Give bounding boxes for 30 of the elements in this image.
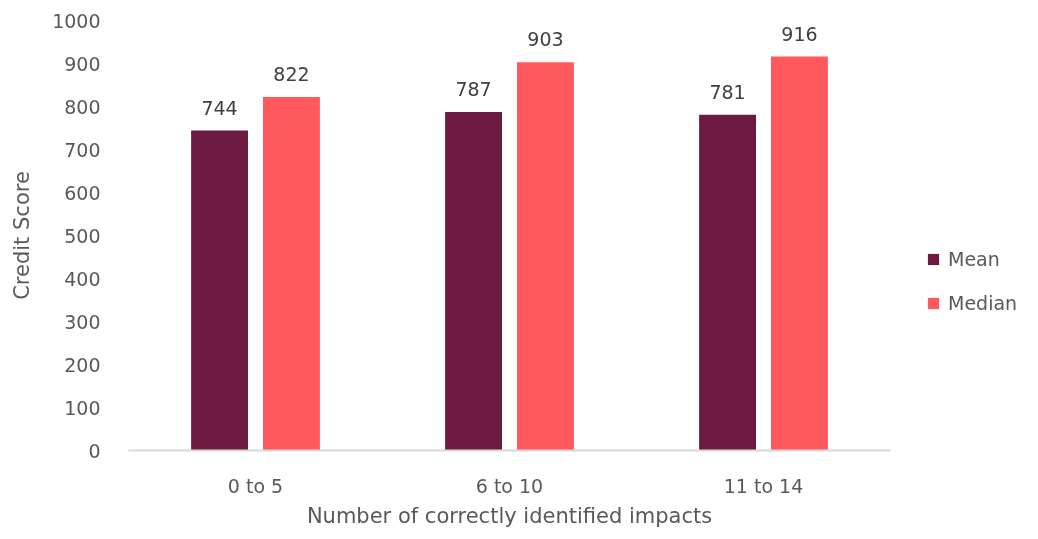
bar bbox=[699, 114, 757, 451]
y-tick-label: 900 bbox=[64, 52, 101, 75]
bar bbox=[191, 130, 249, 451]
legend-label: Mean bbox=[948, 248, 1000, 270]
bar bbox=[516, 62, 574, 451]
y-tick-label: 1000 bbox=[52, 9, 101, 32]
y-tick-label: 800 bbox=[64, 95, 101, 118]
bar bbox=[262, 97, 320, 451]
x-tick-label: 6 to 10 bbox=[475, 474, 544, 497]
data-label: 787 bbox=[455, 78, 492, 101]
data-label: 744 bbox=[201, 96, 238, 119]
data-label: 822 bbox=[273, 63, 310, 86]
y-tick-label: 500 bbox=[64, 224, 101, 247]
legend-label: Median bbox=[948, 292, 1018, 314]
data-label: 916 bbox=[781, 22, 818, 45]
x-tick-label: 11 to 14 bbox=[723, 474, 804, 497]
x-axis-title: Number of correctly identified impacts bbox=[306, 503, 713, 528]
y-tick-label: 600 bbox=[64, 181, 101, 204]
y-tick-label: 200 bbox=[64, 353, 101, 376]
x-tick-label: 0 to 5 bbox=[227, 474, 284, 497]
bar bbox=[770, 56, 828, 451]
y-tick-label: 100 bbox=[64, 396, 101, 419]
y-tick-label: 0 bbox=[88, 439, 101, 462]
bar bbox=[445, 112, 503, 451]
data-label: 781 bbox=[709, 80, 746, 103]
y-axis-title: Credit Score bbox=[10, 171, 35, 300]
y-tick-label: 400 bbox=[64, 267, 101, 290]
data-label: 903 bbox=[527, 28, 564, 51]
y-tick-label: 700 bbox=[64, 138, 101, 161]
y-tick-label: 300 bbox=[64, 310, 101, 333]
